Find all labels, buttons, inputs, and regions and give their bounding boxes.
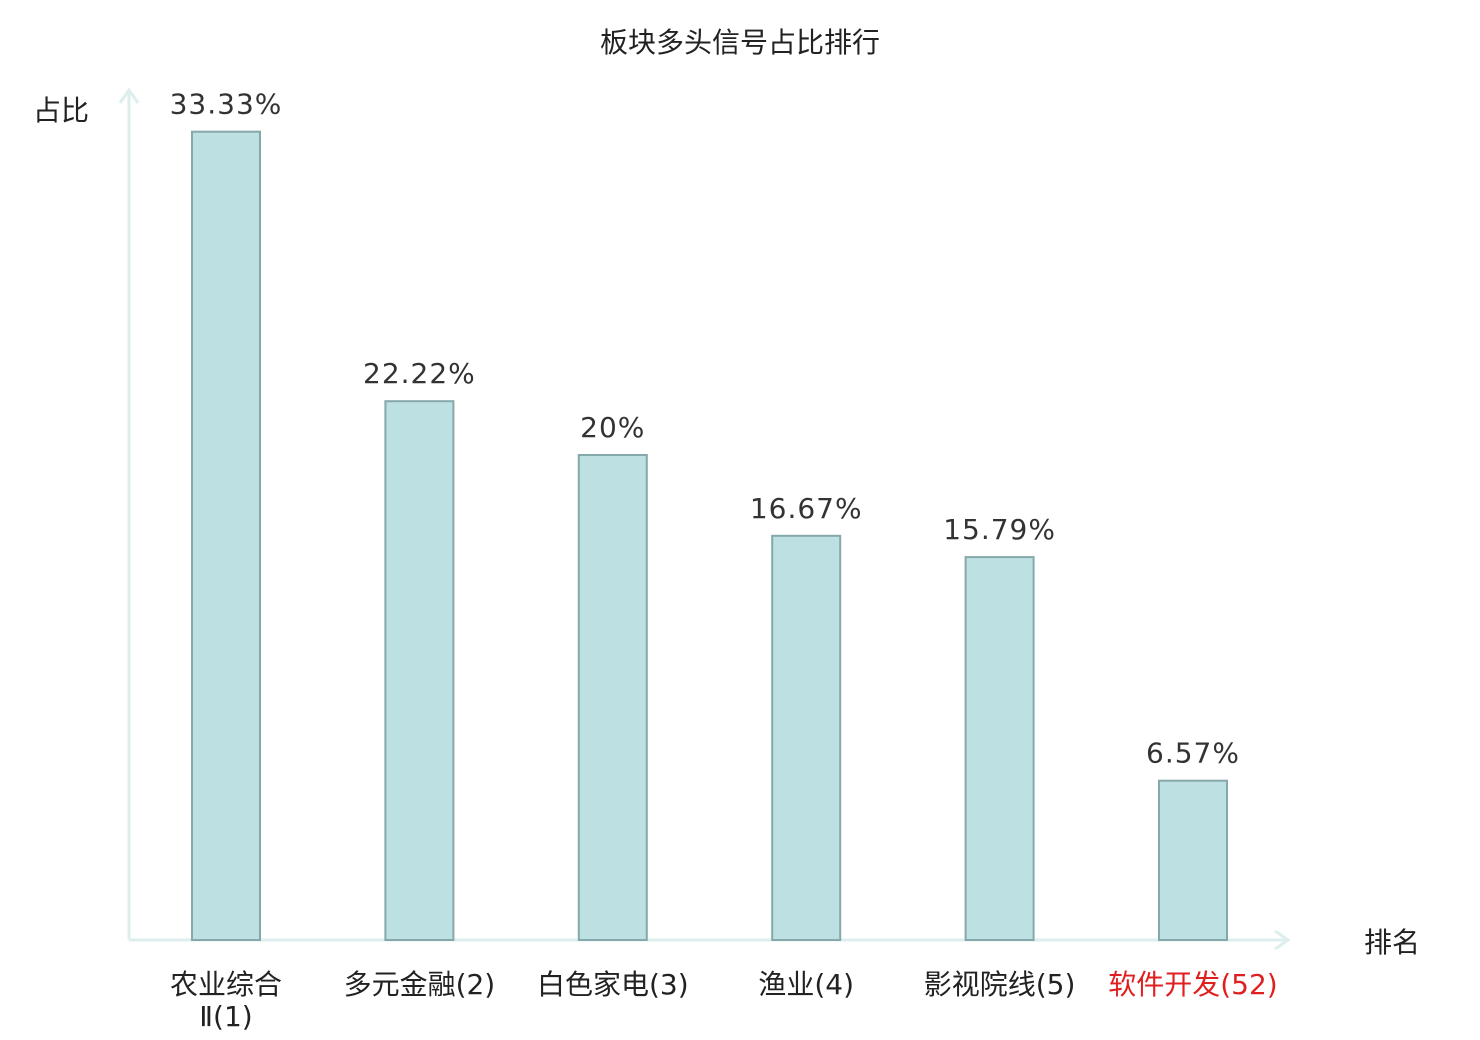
axes: [118, 87, 1291, 951]
y-axis-arrow: [118, 87, 140, 104]
value-label-1: 33.33%: [170, 88, 283, 121]
category-label-2: 多元金融(2): [344, 968, 496, 1001]
bar-6: [1158, 779, 1228, 942]
y-axis-label: 占比: [33, 94, 89, 127]
category-label-3: 白色家电(3): [537, 968, 689, 1001]
value-labels-group: 33.33% 22.22% 20% 16.67% 15.79% 6.57%: [170, 88, 1240, 770]
category-label-6: 软件开发(52): [1108, 968, 1277, 1001]
bar-3: [577, 454, 648, 941]
bar-5: [964, 556, 1035, 941]
chart-title: 板块多头信号占比排行: [600, 26, 880, 59]
bar-1: [191, 130, 261, 941]
category-label-4: 渔业(4): [758, 968, 854, 1001]
bar-2: [384, 400, 455, 941]
value-label-4: 16.67%: [750, 492, 863, 525]
bar-4: [771, 534, 842, 941]
category-label-1-line-2: Ⅱ(1): [199, 1000, 252, 1033]
category-label-5: 影视院线(5): [924, 968, 1076, 1001]
value-label-2: 22.22%: [363, 357, 476, 390]
value-label-6: 6.57%: [1146, 737, 1240, 770]
value-label-5: 15.79%: [943, 513, 1056, 546]
category-label-1-line-1: 农业综合: [170, 968, 282, 1001]
bars-group: [191, 130, 1228, 942]
x-axis-label: 排名: [1364, 926, 1420, 959]
x-axis-arrow: [1274, 929, 1291, 951]
value-label-3: 20%: [580, 411, 645, 444]
